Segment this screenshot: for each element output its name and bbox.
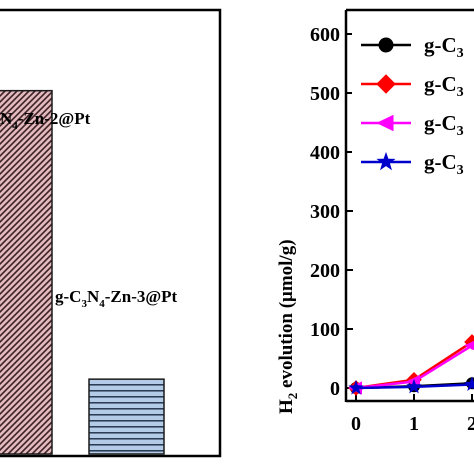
- y-axis-label: H2 evolution (μmol/g): [276, 239, 300, 414]
- legend-label: g-C3: [424, 72, 464, 100]
- x-tick-label: 0: [351, 413, 361, 435]
- line-chart-panel: H2 evolution (μmol/g) 0 100 200 300 400 500 60…: [276, 8, 474, 435]
- y-tick-label: 500: [310, 83, 340, 105]
- legend-marker: [376, 114, 394, 132]
- y-tick-label: 400: [310, 142, 340, 164]
- bar-chart-panel: N4-Zn-2@Pt g-C3N4-Zn-3@Pt: [0, 8, 222, 458]
- legend-marker: [376, 151, 396, 171]
- y-tick-label: 0: [330, 378, 340, 400]
- legend-marker: [376, 74, 396, 94]
- series-4-point: [464, 376, 474, 391]
- series-4-point: [406, 378, 422, 394]
- bar-label-2: g-C3N4-Zn-3@Pt: [55, 287, 178, 310]
- bar-plot-frame: [0, 8, 222, 458]
- series-3-point: [464, 340, 474, 351]
- y-tick-label: 300: [310, 201, 340, 223]
- legend-label: g-C3: [424, 111, 464, 139]
- bar-2: [88, 378, 165, 455]
- legend-marker: [378, 37, 394, 53]
- bar-1: [0, 89, 53, 455]
- x-tick-label: 1: [409, 413, 419, 435]
- legend-label: g-C3: [424, 150, 464, 178]
- y-tick-label: 200: [310, 260, 340, 282]
- bar-label-1: N4-Zn-2@Pt: [0, 109, 91, 132]
- legend: g-C3 g-C3 g-C3 g-C3: [352, 18, 474, 186]
- y-tick-label: 600: [310, 24, 340, 46]
- series-4-point: [348, 379, 364, 395]
- x-tick-label: 2: [467, 413, 474, 435]
- y-tick-label: 100: [310, 319, 340, 341]
- legend-label: g-C3: [424, 33, 464, 61]
